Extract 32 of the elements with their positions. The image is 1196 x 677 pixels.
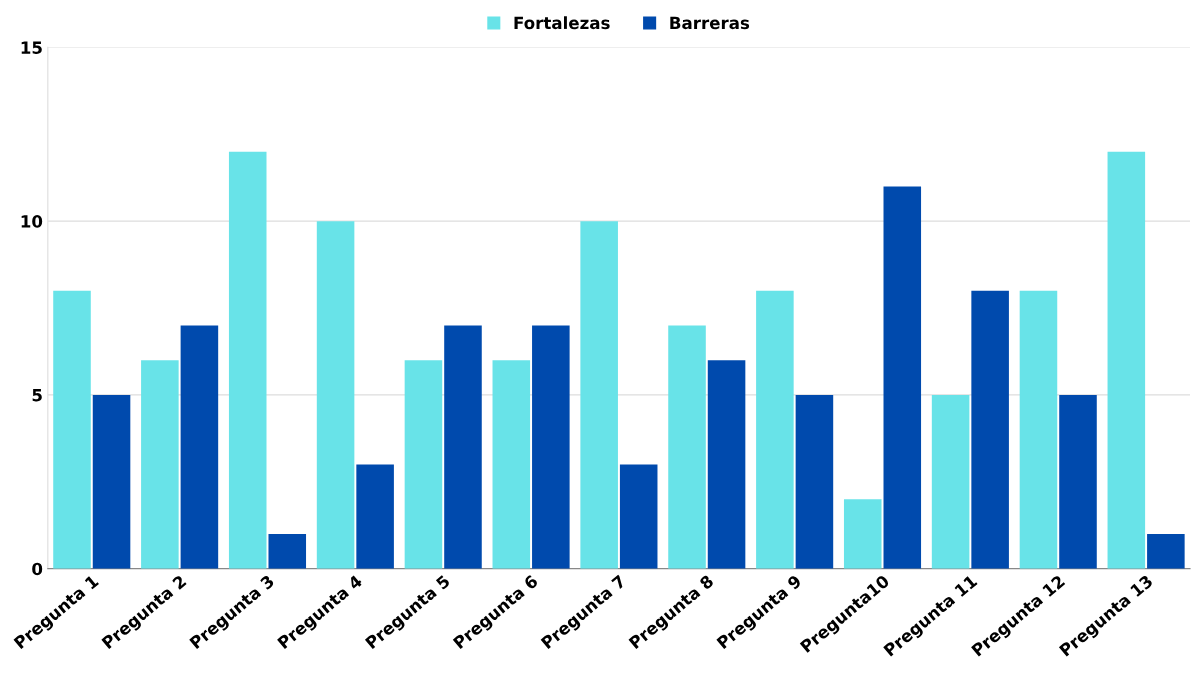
legend-label: Barreras: [670, 16, 750, 30]
bar: [268, 533, 307, 569]
bar: [356, 464, 394, 569]
y-tick-label: 0: [32, 562, 43, 576]
bar: [180, 325, 219, 569]
bar: [619, 464, 658, 569]
bar: [141, 360, 179, 569]
bar: [316, 221, 355, 569]
bar: [1107, 151, 1146, 569]
bar: [1059, 394, 1097, 569]
bar: [843, 499, 882, 569]
bar: [228, 151, 267, 569]
bar: [532, 325, 570, 569]
bar: [92, 394, 131, 569]
legend-label: Fortalezas: [514, 16, 610, 30]
bar: [971, 290, 1009, 569]
bar: [580, 221, 618, 569]
bar: [1019, 290, 1058, 569]
bar: [492, 360, 531, 569]
bar: [707, 360, 746, 569]
bar: [404, 360, 443, 569]
bar: [883, 186, 922, 569]
bar: [1147, 533, 1185, 569]
bar: [53, 290, 91, 569]
bar: [444, 325, 482, 569]
bar: [668, 325, 706, 569]
bar: [756, 290, 794, 569]
bar: [931, 394, 970, 569]
y-tick-label: 15: [21, 41, 42, 54]
y-tick-label: 10: [21, 215, 43, 228]
bar: [795, 394, 834, 569]
y-tick-label: 5: [32, 389, 42, 402]
